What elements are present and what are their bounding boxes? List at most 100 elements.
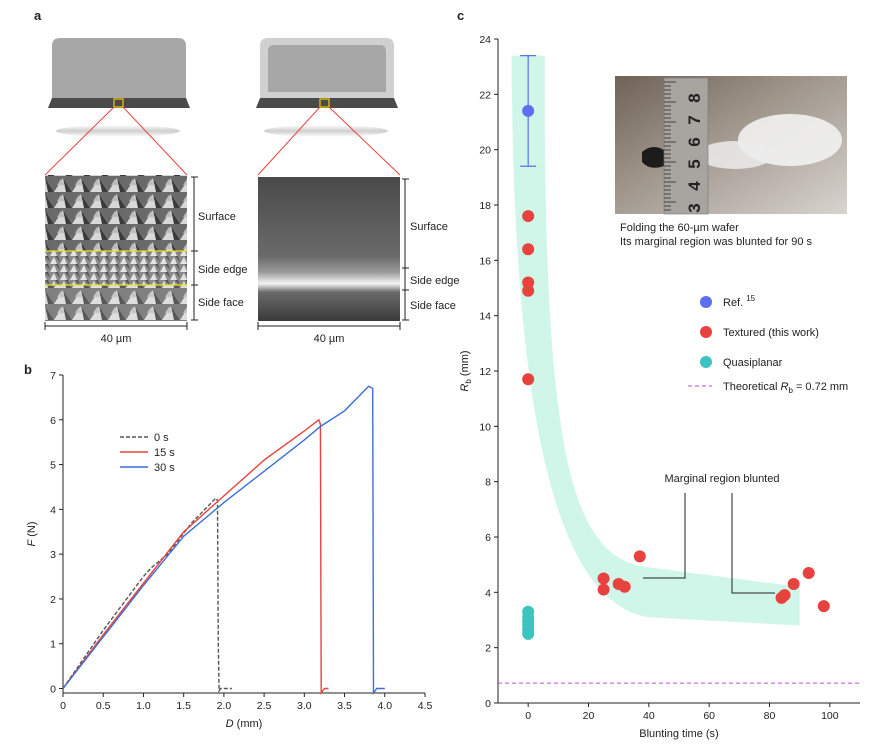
sem-brackets-left: [191, 176, 198, 321]
y-tick-label: 18: [479, 200, 491, 212]
legend-label: Ref. 15: [723, 294, 756, 309]
x-tick-label: 2.5: [257, 700, 272, 712]
zoom-marker: [113, 98, 124, 108]
y-tick-label: 7: [50, 370, 56, 382]
textured-wafer-illustration: [44, 38, 190, 176]
panel-b: b 0 0.5 1.0 1.5 2.0 2.5 3.0 3.5 4.0 4.5 0 1 2 3 4 5 6 7 D …: [24, 362, 432, 730]
legend-reference-symbol: R: [780, 381, 788, 393]
y-tick-label: 2: [50, 594, 56, 606]
x-axis-label-symbol: D: [226, 718, 234, 730]
data-point-textured: [522, 373, 535, 386]
legend-label-text: Ref.: [723, 297, 746, 309]
y-tick-label: 6: [50, 415, 56, 427]
data-point-textured: [618, 580, 631, 593]
label-surface: Surface: [198, 211, 236, 223]
scale-label-right: 40 µm: [314, 333, 345, 345]
ruler-number: 7: [685, 115, 704, 124]
y-tick-label: 20: [479, 145, 491, 157]
series-line-15-s: [62, 418, 329, 696]
x-tick-label: 0: [525, 710, 531, 722]
ruler-number: 5: [685, 159, 704, 168]
y-tick-label: 2: [485, 643, 491, 655]
sem-brackets-right: [402, 178, 409, 321]
legend-label-superscript: 15: [746, 294, 755, 303]
data-point-textured: [522, 276, 535, 289]
y-axis-label-symbol: F: [26, 539, 38, 547]
legend-marker: [700, 326, 712, 338]
annotation-marginal-blunted: Marginal region blunted: [665, 473, 780, 485]
data-point-textured: [522, 243, 535, 256]
ruler-number: 6: [685, 137, 704, 146]
x-tick-label: 100: [821, 710, 839, 722]
ruler-number: 3: [685, 203, 704, 212]
data-point-ref: [522, 104, 535, 117]
legend-reference-value: = 0.72 mm: [793, 381, 848, 393]
data-point-textured: [633, 550, 646, 563]
trend-band: [511, 55, 800, 626]
y-tick-label: 3: [50, 549, 56, 561]
data-point-textured: [522, 210, 535, 223]
x-tick-label: 80: [764, 710, 776, 722]
y-tick-label: 6: [485, 532, 491, 544]
panel-b-letter: b: [24, 362, 32, 377]
series-line-30-s: [62, 385, 385, 696]
y-tick-label: 0: [485, 698, 491, 710]
label-side-edge: Side edge: [410, 275, 460, 287]
x-tick-label: 0: [60, 700, 66, 712]
y-tick-label: 14: [479, 311, 491, 323]
inset-caption-line1: Folding the 60-µm wafer: [620, 222, 739, 234]
legend-label: 15 s: [154, 447, 175, 459]
zoom-line-right: [328, 106, 401, 176]
annotation-connector: [731, 493, 775, 594]
wafer-side: [48, 98, 190, 108]
wafer-top: [268, 45, 386, 92]
y-axis-label-unit: (N): [26, 521, 38, 539]
sem-image-quasiplanar: [258, 177, 400, 321]
ruler-number: 4: [685, 181, 704, 191]
legend-marker: [700, 296, 712, 308]
scale-bar-right: [257, 322, 401, 330]
y-tick-label: 0: [50, 684, 56, 696]
data-point-textured: [787, 578, 800, 591]
x-tick-label: 2.0: [217, 700, 232, 712]
label-side-face: Side face: [410, 300, 456, 312]
x-tick-label: 20: [583, 710, 595, 722]
legend-marker: [700, 356, 712, 368]
y-tick-label: 16: [479, 255, 491, 267]
panel-a: a: [34, 8, 460, 345]
legend-label: Textured (this work): [723, 327, 819, 339]
data-point-quasiplanar: [522, 627, 535, 640]
y-tick-label: 24: [479, 34, 491, 46]
y-tick-label: 22: [479, 89, 491, 101]
wafer-side: [256, 98, 398, 108]
gloved-hand: [697, 141, 773, 169]
y-axis-label: F (N): [26, 521, 38, 546]
y-tick-label: 8: [485, 477, 491, 489]
data-point-textured: [802, 566, 815, 579]
label-side-face: Side face: [198, 297, 244, 309]
y-tick-label: 12: [479, 366, 491, 378]
sem-side-face: [45, 285, 187, 321]
ruler-number: 8: [685, 93, 704, 102]
y-axis-label: Rb (mm): [459, 350, 473, 391]
y-axis-label-symbol: R: [459, 384, 471, 392]
x-tick-label: 1.5: [176, 700, 191, 712]
force-displacement-chart: 0 0.5 1.0 1.5 2.0 2.5 3.0 3.5 4.0 4.5 0 1 2 3 4 5 6 7 D (m…: [26, 370, 432, 730]
y-axis-label-subscript: b: [464, 379, 473, 384]
ruler-ticks: [664, 81, 676, 211]
panel-a-letter: a: [34, 8, 42, 23]
inset-photo: 3 4 5 6 7 8: [615, 76, 847, 215]
data-point-textured: [597, 572, 610, 585]
x-tick-label: 4.5: [418, 700, 433, 712]
ruler: [663, 77, 709, 215]
x-tick-label: 4.0: [377, 700, 392, 712]
data-point-textured: [817, 600, 830, 613]
data-point-textured: [597, 583, 610, 596]
folded-wafer: [642, 146, 664, 168]
inset-caption-line2: Its marginal region was blunted for 90 s: [620, 236, 812, 248]
y-tick-label: 10: [479, 421, 491, 433]
wafer-shadow: [56, 125, 180, 137]
y-axis-label-unit: (mm): [459, 350, 471, 379]
panel-c: c 0 20 40 60 80 100024681012141618202224Blunt…: [457, 8, 860, 740]
